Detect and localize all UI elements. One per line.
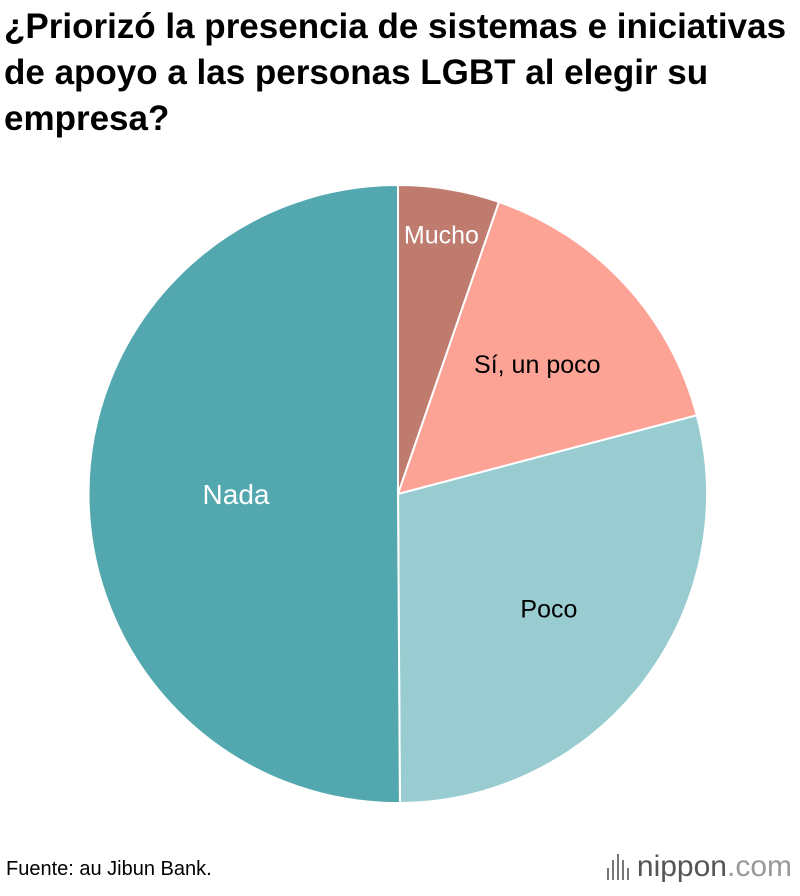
pie-slice-nada[interactable]	[87, 183, 401, 804]
brand-name: nippon	[636, 850, 727, 883]
brand-logo[interactable]: nippon .com	[606, 850, 792, 884]
pie-label-2: Poco	[520, 596, 577, 624]
pie-label-0: Mucho	[404, 222, 479, 250]
pie-slice-poco[interactable]	[397, 414, 708, 804]
pie-label-3: Nada	[203, 479, 270, 510]
pie-slices	[87, 183, 708, 804]
pie-slice-sí-un-poco[interactable]	[397, 200, 698, 495]
brand-suffix: .com	[726, 850, 792, 883]
pie-label-1: Sí, un poco	[474, 351, 600, 379]
pie-labels: Mucho Sí, un poco Poco Nada	[203, 222, 601, 624]
source-note: Fuente: au Jibun Bank.	[6, 858, 212, 880]
brand-bars-icon	[606, 854, 629, 880]
chart-title: ¿Priorizó la presencia de sistemas e ini…	[4, 7, 787, 138]
